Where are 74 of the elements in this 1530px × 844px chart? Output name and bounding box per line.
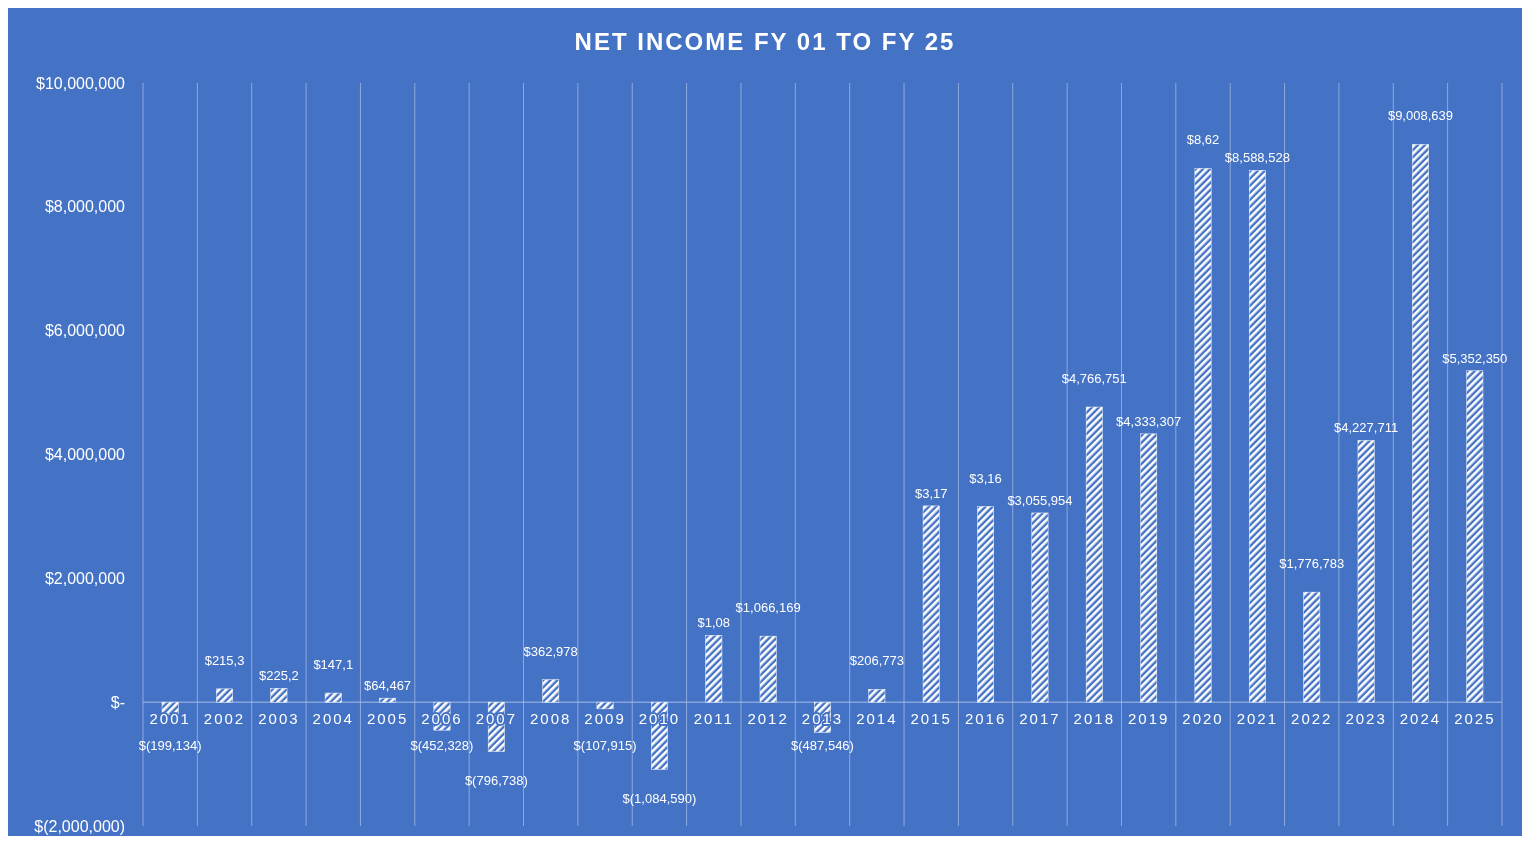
x-tick-label: 2018 [1073,710,1115,728]
bar [1085,406,1103,703]
data-label: $(796,738) [464,773,528,789]
x-tick-label: 2016 [964,710,1007,728]
x-tick-label: 2015 [910,710,952,728]
bar [1412,144,1429,703]
data-label: $1,776,783 [1279,556,1345,572]
data-label: $9,008,639 [1387,108,1453,124]
annotation: $3,17 [914,485,948,501]
annotation: $147,1 [313,657,354,673]
data-label: $3,055,954 [1007,492,1073,508]
data-label: $1,066,169 [735,600,801,616]
bar [216,688,233,703]
x-tick-label: 2021 [1236,710,1279,728]
x-tick-label: 2020 [1182,710,1224,728]
x-tick-label: 2001 [149,710,191,728]
data-label: $4,227,711 [1334,420,1399,436]
data-label: $(1,084,590) [622,791,697,807]
x-tick-label: 2008 [530,710,572,728]
x-tick-label: 2017 [1019,710,1061,728]
x-tick-label: 2004 [312,710,354,728]
annotation: $225,2 [259,668,299,684]
x-tick-label: 2009 [584,710,626,728]
data-label: $(487,546) [791,738,854,754]
bar [759,635,777,703]
bar [1031,512,1049,703]
y-tick-label: $6,000,000 [44,322,126,340]
y-tick-label: $10,000,000 [36,74,126,92]
bar [1140,433,1158,703]
bar [270,687,288,703]
x-tick-label: 2022 [1291,710,1333,728]
y-tick-label: $(2,000,000) [34,817,125,835]
x-tick-label: 2011 [693,710,734,728]
bar [596,701,614,710]
x-tick-label: 2002 [203,710,246,728]
x-tick-label: 2003 [258,710,300,728]
x-tick-label: 2005 [366,710,409,728]
y-tick-label: $4,000,000 [44,446,126,464]
chart-title: NET INCOME FY 01 TO FY 25 [574,28,956,55]
x-tick-label: 2019 [1127,710,1170,728]
data-label: $4,333,307 [1116,413,1182,429]
data-label: $(107,915) [573,738,637,754]
y-tick-label: $- [110,693,125,711]
bar [379,697,397,703]
annotation: $3,16 [969,470,1002,486]
bar [1303,591,1321,703]
data-label: $4,766,751 [1061,371,1127,387]
data-label: $362,978 [523,643,578,659]
data-label: $(452,328) [410,738,474,754]
bar [1466,370,1484,703]
bar [1357,440,1375,703]
annotation: $215,3 [204,652,245,668]
bar [922,505,940,703]
annotation: $1,08 [697,615,731,631]
x-tick-label: 2024 [1399,710,1442,728]
x-tick-label: 2012 [747,710,789,728]
data-label: $5,352,350 [1442,350,1508,366]
bar [324,692,342,703]
x-tick-label: 2025 [1454,710,1496,728]
data-label: $(199,134) [138,738,202,754]
y-tick-label: $2,000,000 [44,569,126,587]
bar [977,506,994,703]
y-tick-label: $8,000,000 [44,198,126,216]
x-tick-label: 2014 [856,710,898,728]
bar [542,679,560,703]
data-label: $64,467 [364,678,412,694]
bar [868,689,886,703]
bar [705,635,723,703]
data-label: $8,588,528 [1224,150,1290,166]
bar [1248,170,1266,703]
x-tick-label: 2023 [1345,710,1387,728]
data-label: $206,773 [849,653,904,669]
bar [1194,168,1212,703]
annotation: $8,62 [1186,132,1220,148]
